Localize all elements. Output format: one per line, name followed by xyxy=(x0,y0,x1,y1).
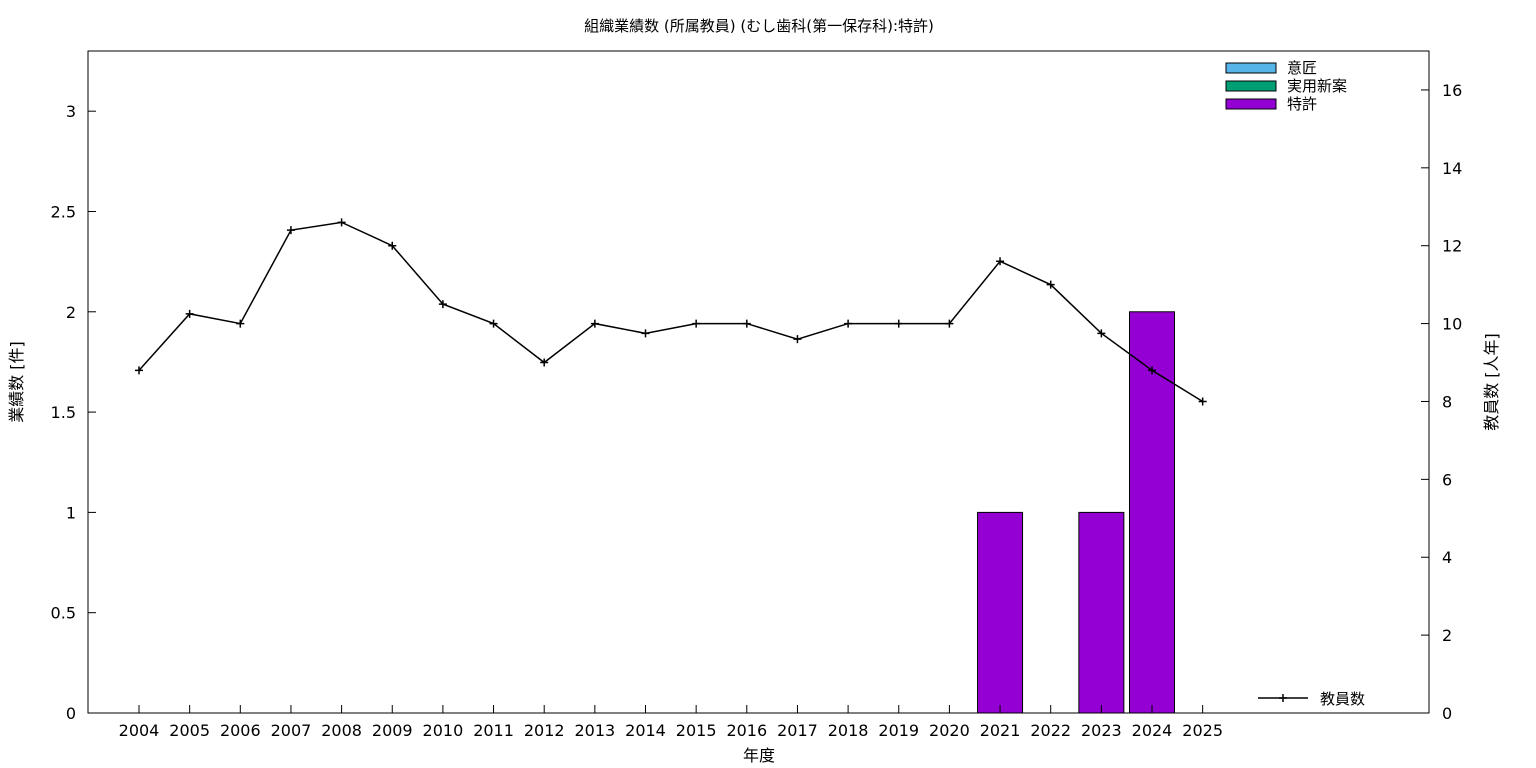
bar xyxy=(977,511,1024,714)
line-point-marker xyxy=(337,218,346,227)
x-tick-label: 2007 xyxy=(271,721,312,740)
legend-label: 実用新案 xyxy=(1287,77,1347,95)
line-point-marker xyxy=(388,241,397,250)
line-point-marker xyxy=(540,358,549,367)
y2-tick-label: 0 xyxy=(1442,704,1452,723)
y2-axis-label: 教員数 [人年] xyxy=(1482,333,1501,431)
line-point-marker xyxy=(489,319,498,328)
y2-tick-label: 10 xyxy=(1442,315,1462,334)
line-point-marker xyxy=(996,257,1005,266)
y2-tick-label: 14 xyxy=(1442,159,1462,178)
legend-line-marker xyxy=(1279,694,1287,702)
x-tick-label: 2020 xyxy=(929,721,970,740)
line-point-marker xyxy=(1097,329,1106,338)
plot-frame xyxy=(87,50,1430,714)
line-point-marker xyxy=(844,319,853,328)
x-tick-label: 2015 xyxy=(676,721,717,740)
line-point-marker xyxy=(945,319,954,328)
x-tick-label: 2004 xyxy=(119,721,160,740)
legend-swatch xyxy=(1225,80,1277,92)
line-point-marker xyxy=(641,329,650,338)
y2-tick-label: 2 xyxy=(1442,626,1452,645)
x-tick-label: 2009 xyxy=(372,721,413,740)
line-point-marker xyxy=(185,309,194,318)
line-point-marker xyxy=(1148,366,1156,375)
y-tick-label: 0.5 xyxy=(51,604,76,623)
x-tick-label: 2005 xyxy=(169,721,210,740)
legend-label: 特許 xyxy=(1287,95,1317,113)
x-tick-label: 2019 xyxy=(878,721,919,740)
y2-tick-label: 8 xyxy=(1442,392,1452,411)
x-tick-label: 2012 xyxy=(524,721,565,740)
y-tick-label: 0 xyxy=(66,704,76,723)
chart-title: 組織業績数 (所属教員) (むし歯科(第一保存科):特許) xyxy=(584,17,934,35)
x-tick-label: 2017 xyxy=(777,721,818,740)
y-tick-label: 1.5 xyxy=(51,403,76,422)
x-tick-label: 2022 xyxy=(1030,721,1071,740)
x-tick-label: 2006 xyxy=(220,721,261,740)
bar-layer xyxy=(977,311,1175,714)
y2-tick-label: 6 xyxy=(1442,470,1452,489)
x-tick-label: 2021 xyxy=(980,721,1021,740)
x-tick-label: 2014 xyxy=(625,721,666,740)
line-point-marker xyxy=(1198,397,1207,406)
line-point-marker xyxy=(590,319,599,328)
y-axis-label: 業績数 [件] xyxy=(7,341,26,423)
bar xyxy=(1129,311,1175,714)
line-point-marker xyxy=(692,319,701,328)
y-tick-label: 1 xyxy=(66,503,76,522)
legend-label: 教員数 xyxy=(1320,690,1365,708)
y-tick-label: 2.5 xyxy=(51,202,76,221)
y-tick-label: 2 xyxy=(66,303,76,322)
x-tick-label: 2008 xyxy=(321,721,362,740)
x-tick-label: 2024 xyxy=(1132,721,1173,740)
y2-tick-label: 4 xyxy=(1442,548,1452,567)
x-tick-label: 2011 xyxy=(473,721,514,740)
line-point-marker xyxy=(742,319,751,328)
line-point-marker xyxy=(793,335,802,344)
y2-axis: 0 2 4 6 8 10 12 14 16 xyxy=(1421,81,1462,723)
y-tick-label: 3 xyxy=(66,102,76,121)
x-tick-label: 2023 xyxy=(1081,721,1122,740)
line-point-marker xyxy=(894,319,903,328)
line-layer xyxy=(135,218,1207,406)
legend-label: 意匠 xyxy=(1287,59,1317,77)
bar xyxy=(1078,511,1125,714)
x-tick-label: 2016 xyxy=(726,721,767,740)
x-tick-label: 2010 xyxy=(423,721,464,740)
line-point-marker xyxy=(286,226,295,235)
x-axis-label: 年度 xyxy=(743,746,775,765)
line-point-marker xyxy=(438,300,447,309)
x-tick-label: 2018 xyxy=(828,721,869,740)
y2-tick-label: 16 xyxy=(1442,81,1462,100)
legend-swatch xyxy=(1225,98,1277,110)
line-point-marker xyxy=(135,366,143,375)
series-line-faculty-count xyxy=(138,221,1204,403)
y-axis: 0 0.5 1 1.5 2 2.5 3 xyxy=(51,102,96,723)
line-point-marker xyxy=(236,319,245,328)
x-tick-label: 2013 xyxy=(574,721,615,740)
x-axis: 2004 2005 2006 2007 2008 2009 2010 2011 2012 2013… xyxy=(119,705,1223,740)
x-tick-label: 2025 xyxy=(1182,721,1223,740)
line-point-marker xyxy=(1046,280,1055,289)
y2-tick-label: 12 xyxy=(1442,237,1462,256)
legend-swatch xyxy=(1225,62,1277,74)
